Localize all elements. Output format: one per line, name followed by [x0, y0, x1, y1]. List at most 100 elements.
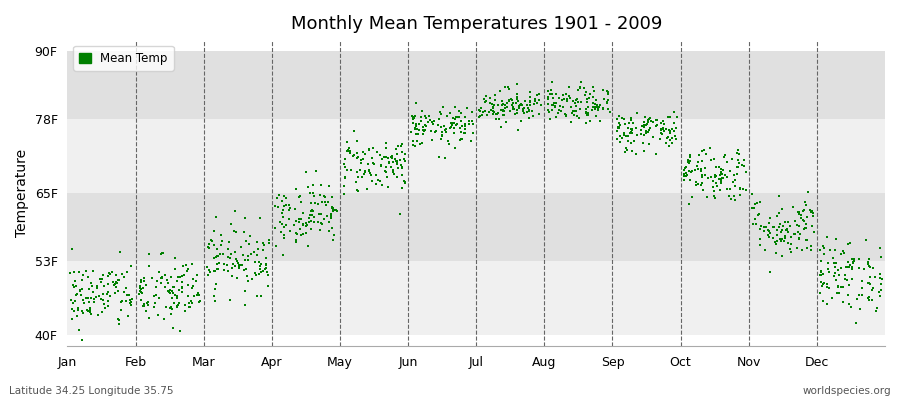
Point: [75, 276, 89, 283]
Point: [553, 103, 567, 109]
Point: [257, 242, 272, 248]
Point: [745, 191, 760, 197]
Point: [816, 243, 831, 249]
Point: [692, 152, 706, 158]
Point: [282, 207, 296, 213]
Point: [274, 221, 289, 228]
Point: [436, 123, 451, 130]
Point: [643, 141, 657, 148]
Point: [369, 148, 383, 155]
Point: [369, 172, 383, 178]
Point: [222, 239, 237, 246]
Bar: [68, 261, 885, 335]
Point: [288, 237, 302, 243]
Point: [111, 280, 125, 286]
Point: [185, 276, 200, 282]
Point: [181, 282, 195, 288]
Point: [84, 295, 98, 301]
Point: [491, 110, 506, 116]
Point: [295, 231, 310, 238]
Point: [514, 118, 528, 124]
Point: [448, 114, 463, 120]
Point: [714, 176, 728, 182]
Point: [166, 325, 180, 331]
Point: [700, 194, 715, 200]
Point: [850, 296, 864, 302]
Point: [707, 192, 722, 199]
Point: [580, 98, 594, 105]
Point: [360, 186, 374, 192]
Point: [683, 154, 698, 160]
Point: [842, 300, 857, 307]
Point: [770, 238, 784, 244]
Point: [258, 264, 273, 271]
Point: [434, 124, 448, 130]
Point: [667, 128, 681, 134]
Point: [386, 167, 400, 173]
Point: [589, 96, 603, 103]
Point: [274, 229, 289, 236]
Point: [509, 110, 524, 116]
Point: [778, 234, 792, 241]
Point: [211, 246, 225, 252]
Point: [66, 282, 80, 288]
Point: [406, 120, 420, 126]
Point: [86, 282, 100, 289]
Point: [875, 276, 889, 282]
Point: [834, 284, 849, 290]
Point: [791, 236, 806, 242]
Point: [762, 230, 777, 236]
Point: [472, 114, 487, 120]
Point: [238, 257, 253, 263]
Point: [165, 288, 179, 294]
Point: [612, 125, 626, 131]
Point: [714, 178, 728, 184]
Point: [103, 293, 117, 299]
Point: [772, 210, 787, 216]
Point: [618, 121, 633, 127]
Point: [162, 289, 176, 295]
Point: [621, 125, 635, 132]
Point: [845, 276, 859, 282]
Point: [758, 246, 772, 253]
Point: [626, 127, 640, 133]
Point: [374, 182, 389, 188]
Point: [301, 243, 315, 249]
Point: [113, 299, 128, 306]
Point: [155, 275, 169, 282]
Point: [626, 138, 641, 144]
Point: [119, 285, 133, 291]
Point: [76, 308, 90, 314]
Point: [364, 178, 379, 184]
Point: [342, 148, 356, 154]
Point: [496, 101, 510, 108]
Point: [353, 167, 367, 173]
Point: [411, 131, 426, 138]
Point: [845, 264, 859, 270]
Point: [289, 230, 303, 236]
Point: [789, 244, 804, 251]
Point: [820, 234, 834, 240]
Point: [408, 142, 422, 149]
Point: [445, 122, 459, 128]
Point: [806, 229, 821, 236]
Point: [558, 91, 572, 98]
Point: [466, 120, 481, 127]
Point: [592, 102, 607, 108]
Point: [350, 154, 365, 161]
Point: [736, 163, 751, 169]
Point: [816, 298, 831, 304]
Point: [712, 175, 726, 182]
Point: [262, 237, 276, 244]
Point: [788, 231, 802, 237]
Point: [566, 108, 580, 114]
Point: [484, 107, 499, 113]
Point: [357, 168, 372, 175]
Point: [618, 133, 633, 139]
Point: [170, 278, 184, 284]
Point: [472, 112, 487, 119]
Point: [473, 108, 488, 114]
Point: [394, 140, 409, 147]
Point: [684, 168, 698, 174]
Point: [853, 306, 868, 312]
